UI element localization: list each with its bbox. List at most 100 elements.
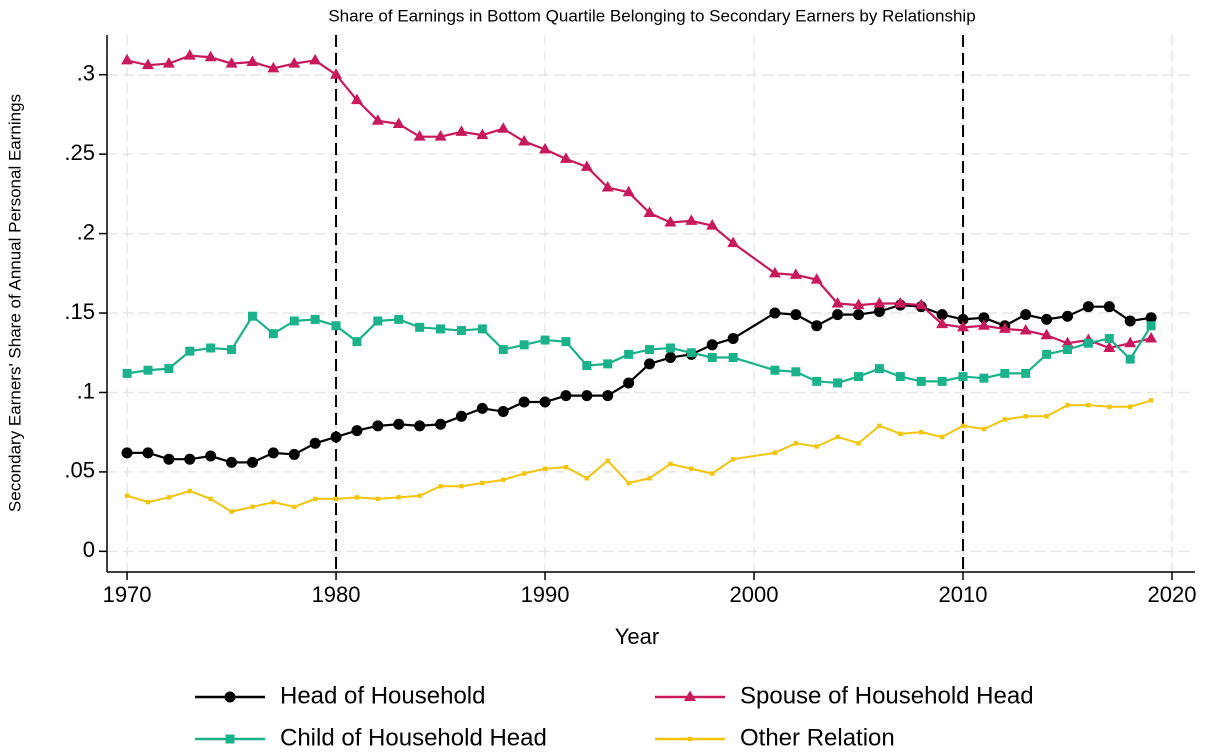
- data-point: [352, 337, 362, 347]
- x-tick-label: 1990: [521, 582, 570, 607]
- data-point: [417, 493, 422, 498]
- data-point: [1061, 336, 1074, 348]
- data-point: [518, 396, 530, 408]
- data-point: [229, 509, 234, 514]
- legend-label: Child of Household Head: [280, 724, 547, 751]
- data-point: [333, 496, 339, 502]
- data-point: [415, 322, 425, 332]
- x-tick-label: 2000: [730, 582, 779, 607]
- y-tick-label: .25: [64, 140, 95, 165]
- data-point: [227, 345, 237, 355]
- data-point: [1103, 341, 1116, 352]
- data-point: [874, 364, 884, 374]
- y-tick-label: .15: [64, 299, 95, 324]
- data-point: [476, 128, 489, 140]
- data-point: [208, 496, 213, 502]
- data-point: [1103, 301, 1115, 313]
- data-point: [581, 390, 593, 402]
- data-point: [979, 373, 989, 383]
- data-point: [438, 484, 443, 489]
- data-point: [710, 471, 715, 476]
- data-point: [877, 423, 882, 429]
- data-point: [288, 57, 301, 68]
- data-point: [835, 434, 840, 440]
- data-point: [770, 365, 780, 375]
- data-point: [561, 337, 571, 347]
- data-point: [476, 402, 488, 414]
- data-point: [1063, 345, 1073, 355]
- data-point: [477, 324, 487, 334]
- data-point: [707, 353, 717, 363]
- data-point: [685, 214, 698, 225]
- data-point: [354, 495, 360, 500]
- data-point: [456, 326, 466, 336]
- data-point: [1021, 368, 1031, 378]
- data-point: [895, 372, 905, 382]
- data-point: [643, 206, 656, 217]
- y-tick-label: .2: [77, 219, 95, 244]
- data-point: [141, 58, 154, 70]
- data-point: [789, 268, 802, 279]
- legend-label: Spouse of Household Head: [740, 682, 1034, 709]
- data-point: [455, 410, 467, 422]
- data-point: [540, 335, 550, 345]
- data-point: [958, 372, 968, 382]
- data-point: [563, 464, 569, 470]
- data-point: [580, 160, 593, 171]
- data-point: [164, 364, 174, 374]
- data-point: [375, 496, 381, 502]
- data-point: [271, 499, 276, 505]
- data-point: [831, 297, 844, 308]
- data-point: [665, 343, 675, 353]
- data-point: [601, 181, 614, 192]
- data-point: [205, 450, 217, 462]
- data-point: [560, 390, 572, 402]
- data-point: [706, 219, 719, 230]
- x-tick-label: 2020: [1148, 582, 1197, 607]
- data-point: [185, 346, 195, 356]
- data-point: [1062, 310, 1074, 322]
- y-tick-label: 0: [83, 537, 95, 562]
- data-point: [730, 456, 736, 462]
- data-point: [664, 215, 677, 227]
- data-point: [605, 458, 610, 463]
- data-point: [856, 441, 861, 446]
- data-point: [1124, 315, 1136, 327]
- data-point: [939, 434, 945, 440]
- data-point: [480, 480, 485, 486]
- data-point: [246, 55, 259, 67]
- data-point: [898, 431, 903, 436]
- data-point: [873, 305, 885, 317]
- data-point: [163, 453, 175, 465]
- chart-title: Share of Earnings in Bottom Quartile Bel…: [328, 6, 975, 25]
- data-point: [330, 68, 343, 79]
- data-point: [582, 360, 592, 370]
- data-point: [727, 332, 739, 344]
- data-point: [1042, 349, 1052, 359]
- data-point: [183, 49, 196, 60]
- data-point: [498, 345, 508, 355]
- data-point: [394, 314, 404, 324]
- data-point: [122, 368, 132, 378]
- data-point: [1040, 328, 1053, 340]
- data-point: [392, 117, 405, 128]
- data-point: [1082, 301, 1094, 313]
- data-point: [435, 418, 447, 430]
- data-point: [414, 420, 426, 432]
- x-tick-label: 1970: [103, 582, 152, 607]
- data-point: [142, 447, 154, 459]
- data-point: [768, 266, 781, 278]
- data-point: [331, 321, 341, 331]
- data-point: [309, 53, 322, 65]
- data-point: [1041, 313, 1053, 325]
- data-point: [162, 57, 175, 68]
- data-point: [1002, 417, 1008, 422]
- data-point: [978, 312, 990, 324]
- data-point: [957, 320, 970, 332]
- data-point: [1148, 398, 1154, 403]
- data-point: [811, 320, 823, 332]
- legend-marker: [224, 691, 236, 703]
- data-point: [793, 441, 799, 446]
- data-point: [288, 448, 300, 460]
